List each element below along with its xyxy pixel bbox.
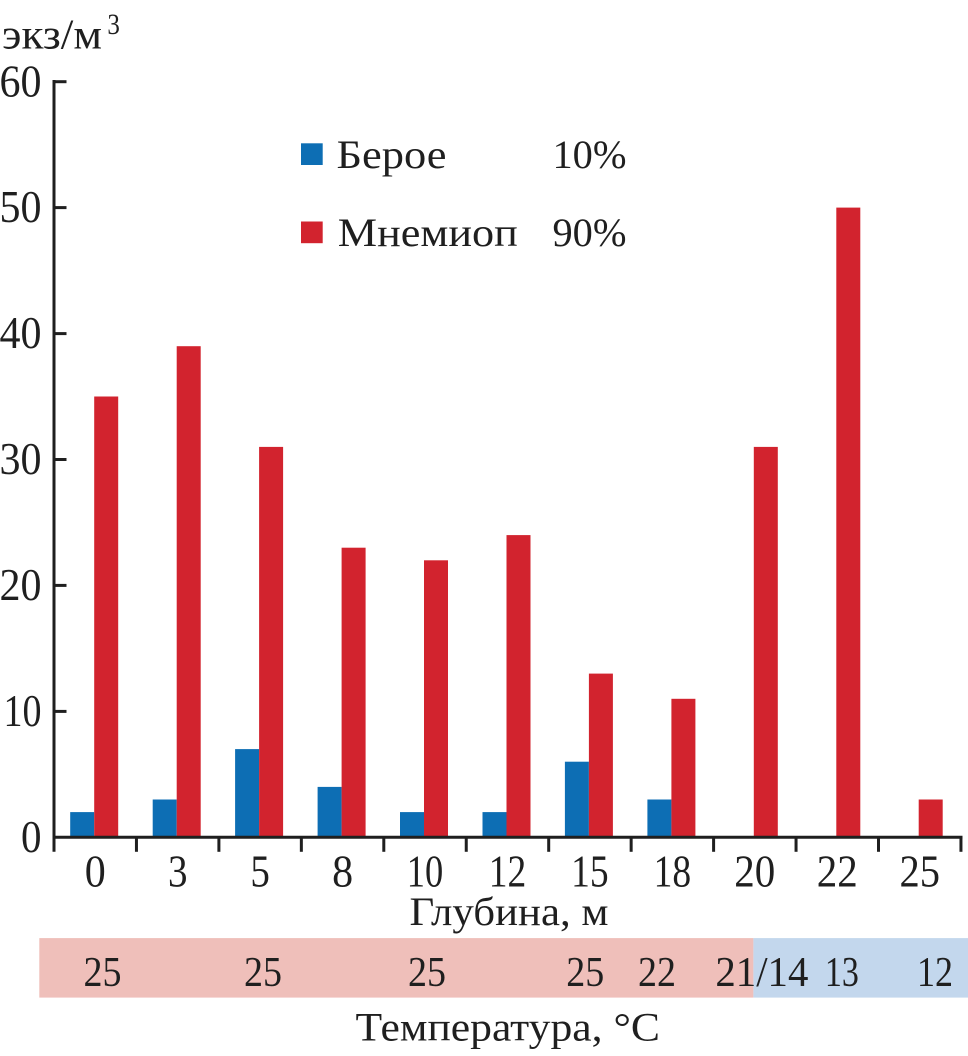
svg-text:21/14: 21/14 (715, 950, 808, 996)
svg-text:30: 30 (0, 433, 42, 484)
svg-text:12: 12 (917, 950, 953, 996)
svg-text:12: 12 (489, 846, 527, 897)
svg-text:60: 60 (0, 55, 42, 106)
svg-text:10%: 10% (553, 132, 627, 177)
svg-text:3: 3 (168, 846, 188, 897)
svg-text:90%: 90% (553, 210, 627, 255)
svg-text:5: 5 (250, 846, 270, 897)
svg-text:Берое: Берое (337, 132, 447, 177)
svg-text:0: 0 (85, 846, 106, 897)
svg-text:0: 0 (21, 811, 42, 862)
svg-text:25: 25 (899, 846, 940, 897)
svg-text:3: 3 (107, 8, 120, 41)
svg-text:Мнемиоп: Мнемиоп (338, 210, 518, 255)
svg-text:40: 40 (0, 307, 42, 358)
svg-text:25: 25 (244, 950, 282, 996)
svg-text:Глубина, м: Глубина, м (410, 889, 609, 934)
svg-text:20: 20 (0, 559, 42, 610)
svg-text:20: 20 (734, 846, 775, 897)
svg-text:10: 10 (4, 685, 42, 736)
svg-text:25: 25 (566, 950, 604, 996)
svg-text:22: 22 (638, 950, 676, 996)
svg-text:50: 50 (0, 181, 42, 232)
svg-text:25: 25 (84, 950, 122, 996)
svg-text:10: 10 (407, 846, 444, 897)
svg-text:18: 18 (654, 846, 692, 897)
svg-text:22: 22 (817, 846, 858, 897)
svg-text:13: 13 (825, 950, 859, 996)
svg-text:экз/м: экз/м (2, 13, 102, 59)
svg-text:Температура, °C: Температура, °C (356, 1004, 661, 1049)
svg-text:15: 15 (571, 846, 609, 897)
svg-text:25: 25 (408, 950, 446, 996)
svg-text:8: 8 (332, 846, 353, 897)
